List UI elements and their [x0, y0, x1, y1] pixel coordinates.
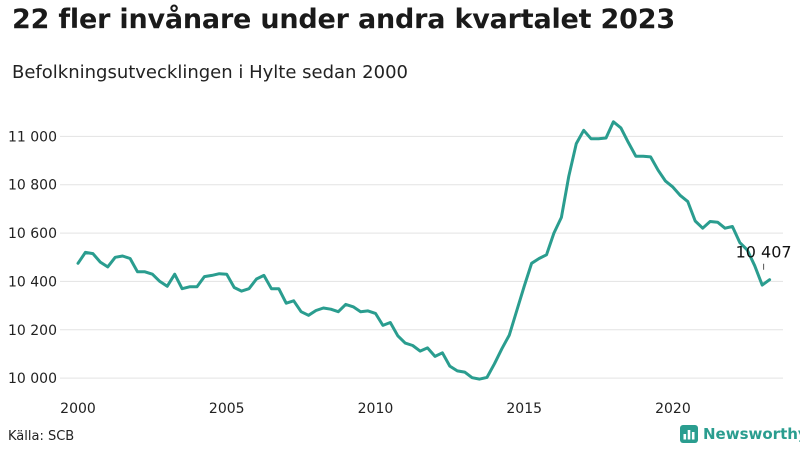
annotation-label: 10 407 [736, 243, 792, 262]
chart-subtitle: Befolkningsutvecklingen i Hylte sedan 20… [12, 62, 408, 83]
y-axis-ticks: 10 000 10 200 10 400 10 600 10 800 11 000 [8, 129, 57, 387]
brand-name: Newsworthy [703, 425, 800, 443]
y-tick-label: 10 600 [8, 226, 57, 242]
annotation-layer: 10 407 [736, 243, 792, 270]
x-tick-label: 2015 [506, 401, 542, 417]
y-tick-label: 10 400 [8, 274, 57, 290]
x-axis-ticks: 2000 2005 2010 2015 2020 [60, 401, 691, 417]
y-tick-label: 11 000 [8, 129, 57, 145]
series-line [76, 120, 772, 381]
y-tick-label: 10 800 [8, 178, 57, 194]
x-tick-label: 2020 [655, 401, 691, 417]
y-tick-label: 10 000 [8, 371, 57, 387]
chart-title: 22 fler invånare under andra kvartalet 2… [12, 4, 675, 35]
brand-logo[interactable]: Newsworthy [680, 425, 800, 443]
x-tick-label: 2005 [209, 401, 245, 417]
bar-chart-logo-icon [680, 425, 698, 443]
x-tick-label: 2010 [358, 401, 394, 417]
gridlines [60, 135, 783, 379]
x-tick-label: 2000 [60, 401, 96, 417]
series-layer [76, 120, 772, 381]
source-note: Källa: SCB [8, 429, 75, 444]
y-tick-label: 10 200 [8, 323, 57, 339]
